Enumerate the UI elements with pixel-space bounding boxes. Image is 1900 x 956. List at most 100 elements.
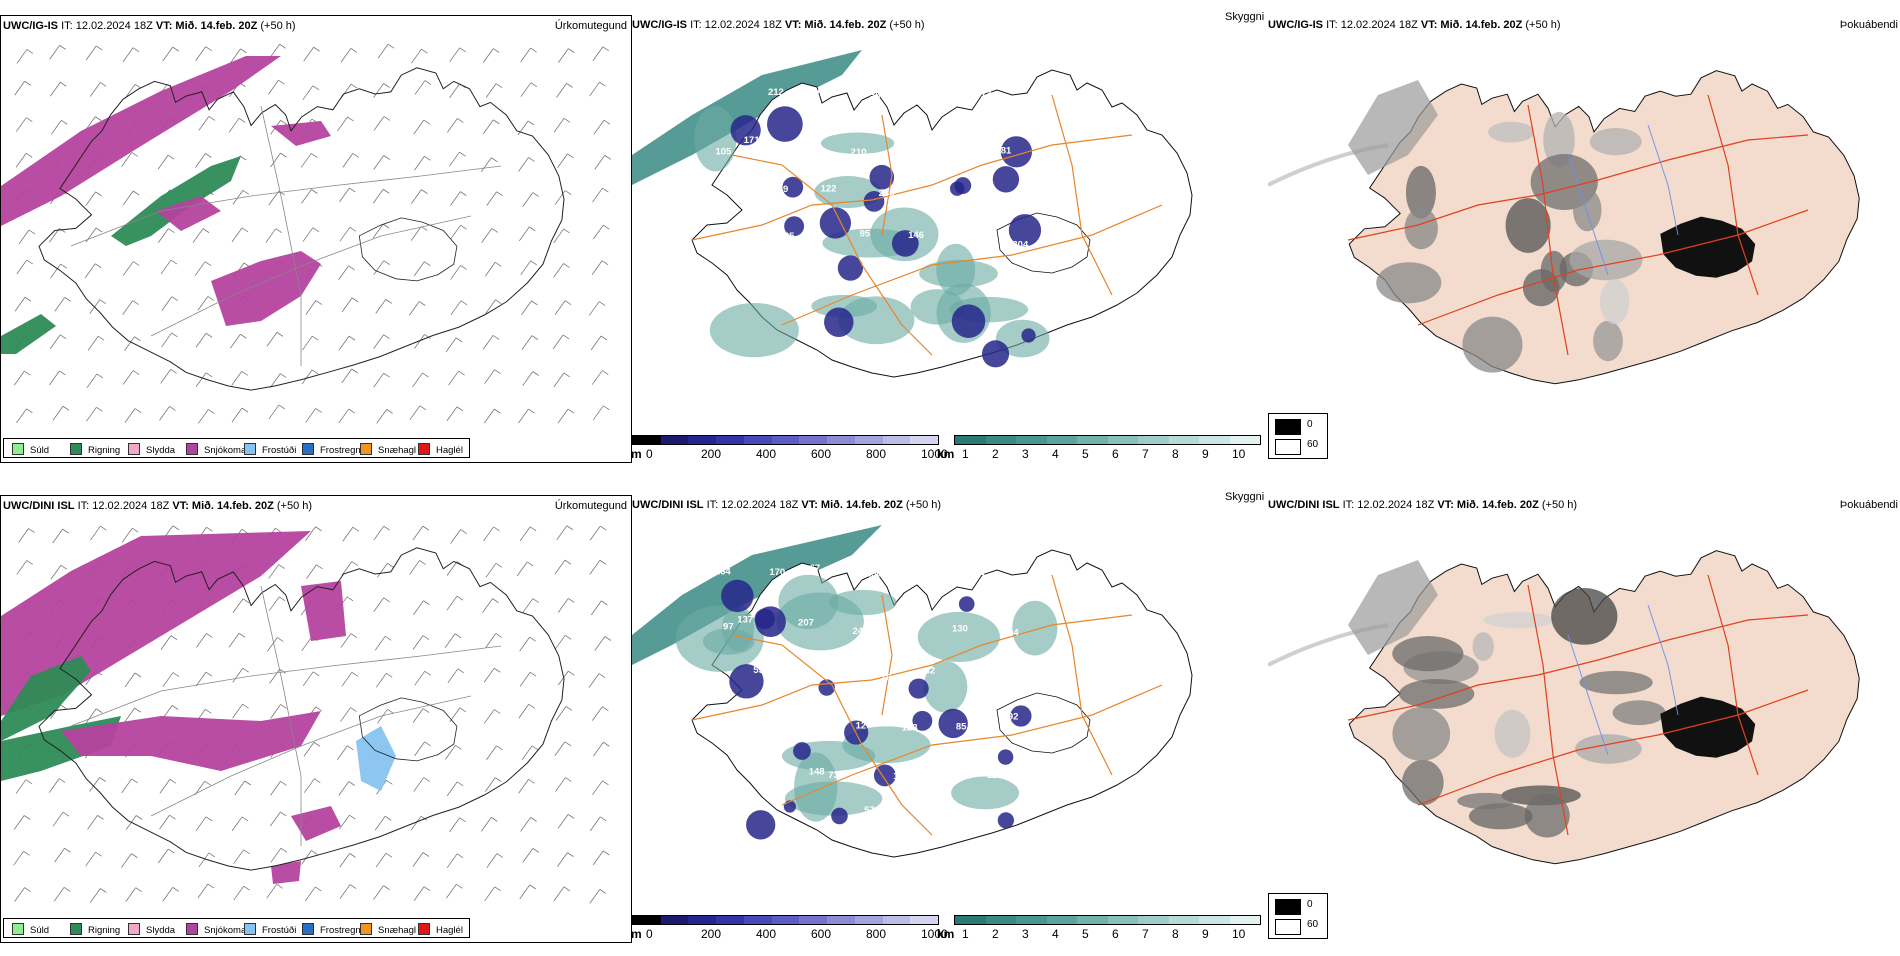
colorbar-tick: 600 <box>811 447 832 461</box>
visibility-area <box>910 289 964 325</box>
visibility-value-label: 313 <box>975 89 991 100</box>
wind-barb <box>337 116 354 132</box>
road <box>691 614 1133 721</box>
wind-barb <box>125 815 143 830</box>
visibility-value-label: 184 <box>1033 576 1050 587</box>
wind-barb <box>87 815 104 830</box>
init-time: IT: 12.02.2024 18Z <box>1342 499 1435 511</box>
wind-barb <box>49 45 66 60</box>
wind-barb <box>301 850 318 865</box>
wind-barb <box>377 43 395 59</box>
wind-barb <box>588 301 606 316</box>
wind-barb <box>591 260 609 276</box>
legend-label: Rigning <box>88 445 121 456</box>
visibility-panel: UWC/DINI ISL IT: 12.02.2024 18Z VT: Mið.… <box>631 491 1264 955</box>
fog-area <box>767 106 803 142</box>
fog-map <box>1268 70 1860 385</box>
wind-barb <box>160 635 178 650</box>
visibility-area <box>919 259 998 288</box>
wind-barb <box>342 153 360 168</box>
colorbar-tick: 1000 <box>921 447 948 461</box>
fog-legend-swatch <box>1275 899 1301 915</box>
colorbar-tick: 9 <box>1202 447 1209 461</box>
visibility-value-label: 243 <box>852 626 868 637</box>
visibility-panel: UWC/IG-IS IT: 12.02.2024 18Z VT: Mið. 14… <box>631 11 1264 475</box>
precip-legend: Súld Rigning Slydda Snjókoma Frostúði Frostre… <box>3 918 470 938</box>
wind-barb <box>338 408 355 424</box>
wind-barb <box>520 47 537 63</box>
legend-label: Snæhagl <box>378 445 417 456</box>
visibility-value-label: 780 <box>914 569 930 580</box>
fog-patch <box>1540 250 1568 293</box>
wind-barb <box>16 560 33 575</box>
wind-barb <box>590 600 608 616</box>
fog-patch <box>1573 188 1602 232</box>
wind-barb <box>49 334 67 350</box>
forecast-row: UWC/IG-IS IT: 12.02.2024 18Z VT: Mið. 14… <box>0 11 1900 475</box>
wind-barb <box>54 847 71 863</box>
wind-barb <box>15 117 33 132</box>
wind-barb <box>373 372 390 388</box>
wind-barb <box>159 814 176 830</box>
wind-barb <box>557 852 574 867</box>
wind-barb <box>305 300 323 315</box>
visibility-value-label: 206 <box>800 133 816 144</box>
wind-barb <box>485 299 502 315</box>
wind-barb <box>124 672 142 688</box>
wind-barb <box>446 406 464 422</box>
precip-area <box>301 581 346 641</box>
fog-patch <box>1348 560 1438 655</box>
legend-item: Snæhagl <box>360 443 416 456</box>
visibility-value-label: 171 <box>744 135 761 146</box>
wind-barb <box>444 633 462 648</box>
colorbar-step <box>1199 916 1230 924</box>
visibility-value-label: 148 <box>809 766 825 777</box>
wind-barb <box>233 885 250 901</box>
fog-area <box>1000 136 1032 168</box>
wind-barb <box>409 560 426 575</box>
valid-time: VT: Mið. 14.feb. 20Z <box>784 19 887 31</box>
wind-barb <box>519 526 537 542</box>
lead-time: (+50 h) <box>260 20 296 32</box>
wind-barb <box>414 670 431 686</box>
wind-barb <box>86 406 103 422</box>
wind-barb <box>306 564 323 580</box>
wind-barb <box>592 780 609 796</box>
wind-barb <box>302 227 320 242</box>
visibility-value-label: 238 <box>879 188 895 199</box>
wind-barb <box>339 187 356 203</box>
legend-item: Rigning <box>70 443 120 456</box>
colorbar-step <box>1229 436 1260 444</box>
wind-barb <box>413 600 430 615</box>
wind-barb <box>197 883 215 899</box>
legend-swatch <box>302 443 314 455</box>
colorbar-step <box>1016 436 1047 444</box>
wind-barb <box>14 296 32 312</box>
river <box>1647 124 1679 236</box>
colorbar-tick: 7 <box>1142 927 1149 941</box>
wind-barb <box>553 886 571 902</box>
wind-barb <box>265 228 283 243</box>
precip-type-panel: UWC/IG-IS IT: 12.02.2024 18Z VT: Mið. 14… <box>0 15 632 463</box>
lead-time: (+50 h) <box>905 499 942 511</box>
precip-map <box>1 525 612 904</box>
precip-area <box>111 156 241 246</box>
wind-barb <box>557 814 575 829</box>
wind-barb <box>589 525 607 541</box>
wind-barb <box>408 301 426 316</box>
wind-barb <box>195 46 212 61</box>
wind-barb <box>198 409 215 424</box>
model-name: UWC/IG-IS <box>1268 19 1323 31</box>
visibility-value-label: 128 <box>902 723 918 734</box>
colorbar-unit-m: m <box>631 447 642 461</box>
colorbar-step <box>985 436 1016 444</box>
wind-barb <box>557 598 575 613</box>
wind-barb <box>483 667 501 683</box>
fog-area <box>912 710 933 731</box>
wind-barb <box>301 335 319 351</box>
colorbar-step <box>1199 436 1230 444</box>
colorbar-step <box>1168 436 1199 444</box>
wind-barb <box>50 263 67 279</box>
wind-barb <box>234 780 252 796</box>
road <box>881 594 893 716</box>
